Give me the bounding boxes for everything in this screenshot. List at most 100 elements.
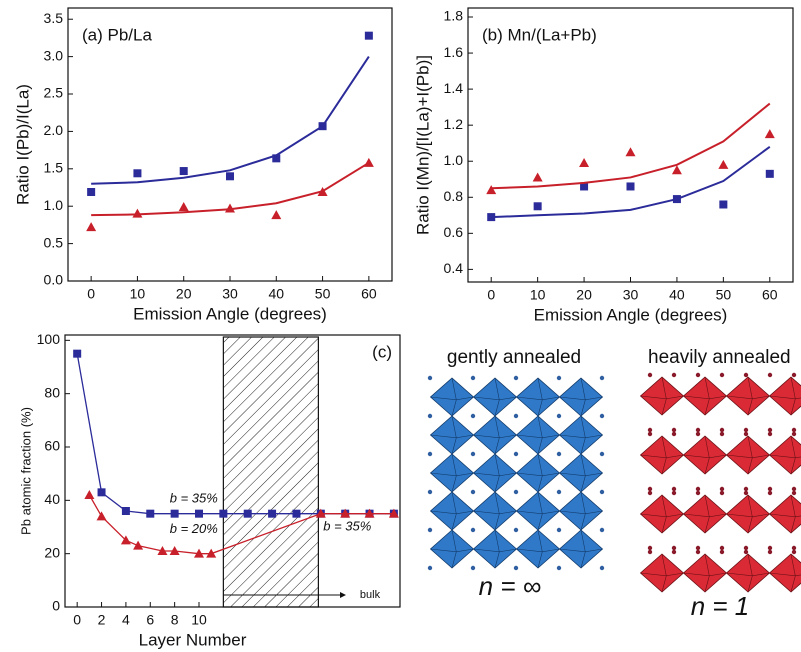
y-tick-label: 1.6 <box>444 44 464 60</box>
octahedron <box>558 415 604 455</box>
marker <box>719 200 728 209</box>
x-axis-label: Emission Angle (degrees) <box>133 304 327 323</box>
octahedron-edge <box>430 415 474 455</box>
atom <box>719 431 725 437</box>
y-tick-label: 1.2 <box>444 116 464 132</box>
octahedron-edge <box>640 376 684 416</box>
marker <box>226 172 234 181</box>
marker <box>533 202 542 211</box>
fit-line <box>91 161 370 217</box>
x-tick-label: 4 <box>122 612 130 628</box>
diagram-label: n = 1 <box>691 591 750 621</box>
x-tick-label: 30 <box>222 286 238 302</box>
x-tick-label: 6 <box>146 612 154 628</box>
marker <box>219 509 228 518</box>
octahedron <box>429 377 475 417</box>
octahedron-edge <box>640 435 684 475</box>
atom <box>427 451 433 457</box>
x-tick-label: 10 <box>530 287 546 303</box>
annotation: b = 35% <box>323 518 371 533</box>
octahedron-edge <box>726 376 770 416</box>
x-tick-label: 0 <box>73 612 81 628</box>
atom <box>671 549 677 555</box>
y-tick-label: 1.0 <box>44 197 64 213</box>
diagram-label: n = ∞ <box>479 571 542 601</box>
marker <box>206 548 217 558</box>
atom <box>767 545 773 551</box>
atom <box>599 565 605 571</box>
octahedron-edge <box>430 453 474 493</box>
atom <box>743 486 749 492</box>
y-tick-label: 20 <box>44 544 60 560</box>
octahedra <box>427 372 801 593</box>
octahedron-edge <box>516 453 560 493</box>
x-tick-label: 30 <box>623 287 639 303</box>
y-tick-label: 3.5 <box>44 10 64 26</box>
octahedron-edge <box>559 529 603 569</box>
marker <box>765 169 774 178</box>
atom <box>427 489 433 495</box>
octahedron <box>768 376 801 416</box>
y-tick-label: 1.5 <box>44 160 64 176</box>
octahedron-edge <box>769 376 801 416</box>
x-tick-label: 0 <box>487 287 495 303</box>
octahedron <box>725 435 771 475</box>
marker <box>315 508 326 518</box>
octahedron-edge <box>683 435 727 475</box>
octahedron-edge <box>769 435 801 475</box>
marker <box>625 147 636 157</box>
marker <box>243 509 252 518</box>
panel-label: (a) Pb/La <box>82 25 152 44</box>
octahedron <box>515 415 561 455</box>
marker <box>195 509 203 518</box>
plot-frame <box>64 334 401 608</box>
marker <box>272 154 281 163</box>
octahedron <box>682 494 728 534</box>
octahedron <box>472 377 518 417</box>
atom <box>791 486 797 492</box>
atom <box>599 451 605 457</box>
panel-label: (b) Mn/(La+Pb) <box>482 25 597 44</box>
atom <box>695 490 701 496</box>
atom <box>647 427 653 433</box>
atom <box>556 451 562 457</box>
atom <box>695 545 701 551</box>
y-tick-label: 0 <box>52 598 60 614</box>
marker <box>133 169 142 178</box>
octahedron <box>515 453 561 493</box>
octahedron <box>639 376 685 416</box>
marker <box>87 187 96 196</box>
octahedron <box>515 491 561 531</box>
atom <box>743 490 749 496</box>
marker <box>157 546 168 555</box>
atom <box>647 490 653 496</box>
y-tick-label: 1.8 <box>444 8 464 24</box>
atom <box>671 490 677 496</box>
y-tick-label: 0.5 <box>44 234 64 250</box>
octahedron-edge <box>559 491 603 531</box>
marker <box>626 182 635 191</box>
atom <box>719 486 725 492</box>
atom <box>513 413 519 419</box>
x-tick-label: 0 <box>87 286 95 302</box>
marker <box>73 349 82 358</box>
y-tick-label: 0.6 <box>444 224 464 240</box>
atom <box>599 527 605 533</box>
octahedron <box>682 435 728 475</box>
octahedron-edge <box>473 415 517 455</box>
octahedron <box>429 529 475 569</box>
x-axis-label: Emission Angle (degrees) <box>534 305 728 324</box>
atom <box>647 549 653 555</box>
x-tick-label: 10 <box>191 612 207 628</box>
octahedron-edge <box>559 377 603 417</box>
x-tick-label: 60 <box>762 287 778 303</box>
octahedron-edge <box>726 553 770 593</box>
atom <box>791 549 797 555</box>
marker <box>120 535 131 545</box>
atom <box>719 545 725 551</box>
octahedron <box>682 376 728 416</box>
octahedron-edge <box>726 494 770 534</box>
marker <box>268 509 277 518</box>
atom <box>513 489 519 495</box>
